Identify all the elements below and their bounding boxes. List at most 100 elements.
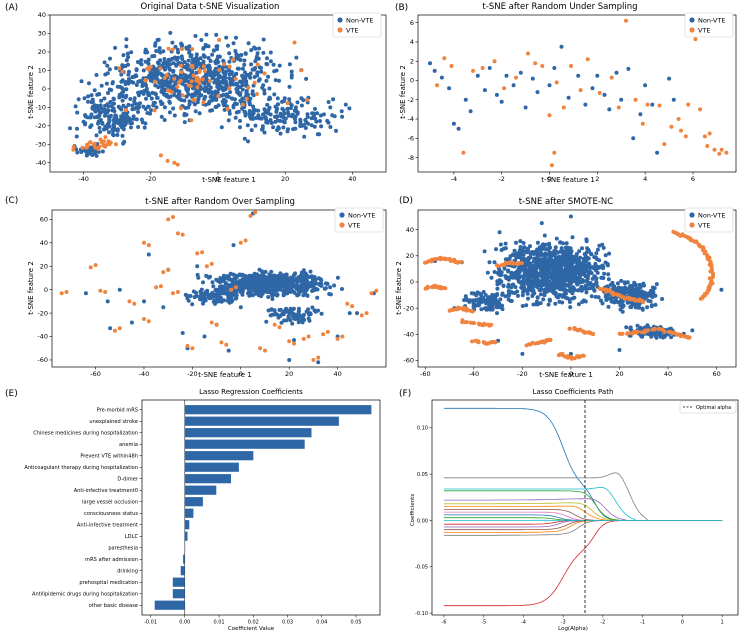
non-vte-point-a [107, 120, 111, 125]
non-vte-point-a [186, 58, 191, 63]
x-label-a: t-SNE feature 1 [202, 176, 256, 184]
vte-point-d [611, 292, 616, 297]
non-vte-point-a [184, 46, 189, 51]
non-vte-point-c [310, 305, 315, 310]
non-vte-point-a [154, 49, 159, 53]
non-vte-point-d [538, 292, 543, 297]
non-vte-point-d [489, 275, 494, 280]
y-tick-label-c: 60 [40, 216, 48, 224]
non-vte-point-d [501, 246, 506, 251]
non-vte-point-d [471, 301, 476, 306]
non-vte-point-c [281, 282, 286, 287]
non-vte-point-d [590, 276, 595, 281]
category-label-e: anemia [119, 442, 138, 448]
non-vte-point-d [641, 294, 646, 299]
non-vte-point-d [620, 299, 625, 304]
non-vte-point-d [500, 303, 505, 308]
legend-box-d [684, 207, 734, 233]
non-vte-point-a [224, 94, 229, 99]
non-vte-point-c [327, 292, 332, 296]
non-vte-point-d [550, 260, 555, 265]
non-vte-point-d [616, 300, 620, 305]
non-vte-point-d [583, 283, 588, 288]
non-vte-point-a [242, 62, 247, 67]
non-vte-point-d [611, 286, 615, 291]
x-tick-label-f: -4 [521, 620, 526, 626]
non-vte-point-a [281, 125, 286, 130]
non-vte-point-a [273, 104, 278, 109]
non-vte-point-a [82, 96, 87, 101]
non-vte-point-d [541, 280, 546, 285]
non-vte-point-d [538, 288, 543, 293]
non-vte-point-d [495, 271, 500, 275]
non-vte-point-d [574, 269, 579, 274]
x-tick-label-e: 0.04 [316, 620, 327, 626]
non-vte-point-d [609, 299, 614, 304]
non-vte-point-a [193, 109, 198, 114]
category-label-e: paresthesia [108, 546, 138, 552]
y-tick-label-a: 30 [38, 30, 46, 38]
non-vte-point-a [172, 93, 177, 97]
non-vte-point-c [272, 292, 277, 297]
vte-point-a [158, 66, 163, 71]
non-vte-point-a [343, 102, 348, 107]
x-tick-label-d: -40 [469, 370, 480, 378]
non-vte-point-d [487, 295, 491, 300]
vte-point-d [652, 326, 657, 331]
panel-f: (F) Lasso Coefficients Path -6 -5 -4 -3 -2 -1… [399, 388, 739, 632]
x-label-d: t-SNE feature 1 [539, 371, 593, 379]
non-vte-point-d [575, 263, 580, 267]
x-tick-label-e: 0.05 [350, 620, 361, 626]
non-vte-point-a [321, 112, 326, 117]
non-vte-point-c [209, 295, 213, 300]
non-vte-point-a [123, 82, 128, 86]
non-vte-point-a [88, 125, 93, 129]
non-vte-point-b [631, 136, 636, 141]
non-vte-point-a [170, 40, 175, 45]
non-vte-point-a [89, 112, 94, 117]
y-label-f: Coefficients [410, 494, 416, 526]
vte-point-c [200, 250, 205, 255]
non-vte-point-a [84, 149, 89, 154]
non-vte-point-c [226, 348, 231, 353]
non-vte-point-c [231, 243, 236, 248]
vte-point-c [204, 264, 209, 269]
non-vte-point-d [559, 246, 564, 251]
non-vte-point-a [328, 105, 333, 110]
non-vte-point-b [475, 73, 480, 78]
non-vte-point-a [111, 107, 116, 112]
y-label-b: t-SNE feature 2 [399, 65, 407, 119]
non-vte-point-d [554, 236, 559, 241]
non-vte-point-a [92, 115, 97, 120]
non-vte-point-d [560, 293, 565, 298]
non-vte-point-a [126, 62, 130, 67]
non-vte-point-a [107, 130, 111, 135]
vte-point-a [305, 98, 309, 102]
non-vte-point-a [195, 61, 200, 66]
non-vte-point-a [120, 65, 125, 69]
non-vte-point-d [553, 257, 558, 262]
non-vte-point-a [168, 94, 173, 99]
non-vte-point-c [290, 282, 295, 287]
vte-point-d [495, 263, 499, 268]
non-vte-point-d [568, 281, 573, 286]
non-vte-point-a [286, 113, 291, 118]
non-vte-point-d [596, 295, 601, 300]
non-vte-point-a [215, 44, 220, 49]
non-vte-point-a [261, 37, 266, 42]
non-vte-point-a [168, 85, 173, 90]
vte-point-b [569, 64, 573, 68]
non-vte-point-a [146, 60, 150, 65]
vte-point-b [547, 113, 552, 118]
non-vte-point-b [518, 70, 523, 75]
non-vte-point-d [543, 262, 548, 267]
non-vte-point-a [102, 113, 107, 118]
non-vte-point-d [500, 292, 505, 297]
non-vte-point-d [485, 270, 490, 275]
non-vte-point-a [153, 91, 158, 96]
non-vte-point-a [187, 50, 192, 55]
non-vte-point-a [204, 32, 209, 37]
non-vte-point-a [92, 88, 97, 93]
non-vte-point-c [270, 297, 275, 301]
non-vte-point-a [268, 118, 273, 122]
